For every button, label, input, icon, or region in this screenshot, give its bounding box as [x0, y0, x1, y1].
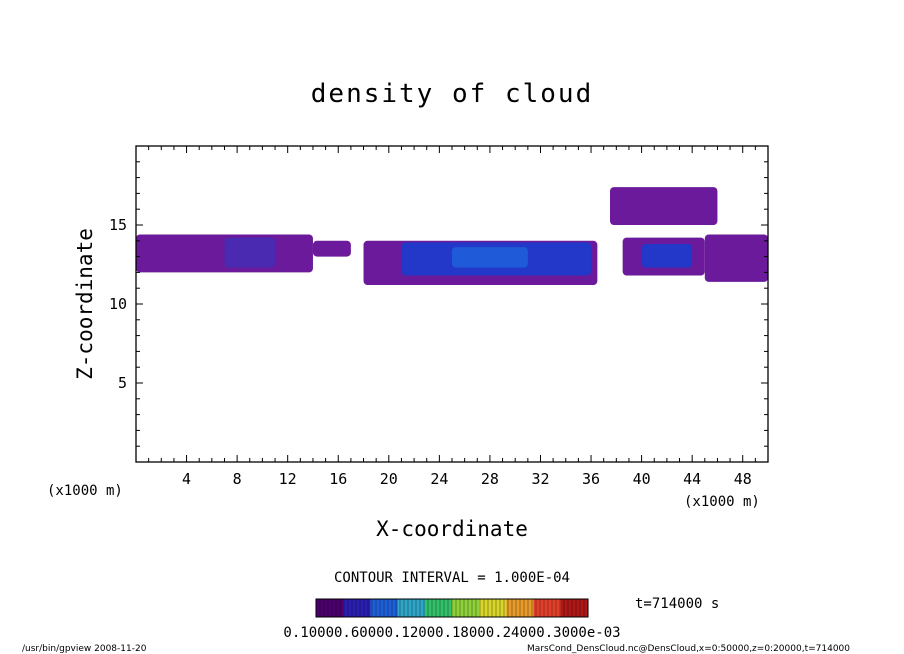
colorbar-segment — [533, 599, 562, 617]
x-unit-right: (x1000 m) — [684, 494, 760, 510]
x-axis-label: X-coordinate — [376, 517, 528, 541]
x-tick-label: 40 — [633, 470, 651, 488]
density-region-1 — [224, 237, 276, 268]
footer-left: /usr/bin/gpview 2008-11-20 — [22, 644, 147, 654]
x-tick-label: 12 — [279, 470, 297, 488]
footer-right: MarsCond_DensCloud.nc@DensCloud,x=0:5000… — [527, 644, 850, 654]
y-tick-label: 15 — [109, 216, 127, 234]
x-tick-label: 8 — [233, 470, 242, 488]
density-region-8 — [641, 243, 693, 268]
colorbar-segment — [479, 599, 507, 617]
colorbar — [315, 598, 589, 618]
density-field — [136, 187, 768, 286]
x-tick-label: 16 — [329, 470, 347, 488]
x-tick-label: 4 — [182, 470, 191, 488]
x-tick-label: 48 — [734, 470, 752, 488]
x-unit-left: (x1000 m) — [47, 483, 123, 499]
x-tick-label: 24 — [430, 470, 448, 488]
x-tick-label: 36 — [582, 470, 600, 488]
y-axis-ticks: 5 10 15 — [109, 161, 768, 447]
colorbar-segment — [316, 599, 344, 617]
density-region-2 — [312, 240, 351, 257]
colorbar-segment — [343, 599, 371, 617]
x-axis-ticks: 4 8 12 16 20 24 28 32 36 40 44 48 — [148, 146, 756, 488]
colorbar-segment — [452, 599, 480, 617]
colorbar-segment — [424, 599, 453, 617]
density-region-5 — [452, 247, 528, 268]
density-region-6 — [610, 187, 718, 225]
y-tick-label: 10 — [109, 295, 127, 313]
y-tick-label: 5 — [118, 374, 127, 392]
x-tick-label: 20 — [380, 470, 398, 488]
contour-interval: CONTOUR INTERVAL = 1.000E-04 — [334, 570, 570, 586]
x-tick-label: 44 — [683, 470, 701, 488]
colorbar-segment — [560, 599, 589, 617]
colorbar-labels: 0.10000.60000.12000.18000.24000.3000e-03 — [283, 625, 620, 641]
colorbar-frame — [315, 598, 589, 618]
x-tick-label: 32 — [531, 470, 549, 488]
time-label: t=714000 s — [635, 596, 719, 612]
chart-title: density of cloud — [311, 79, 593, 109]
colorbar-segment — [397, 599, 426, 617]
x-tick-label: 28 — [481, 470, 499, 488]
density-region-9 — [704, 234, 768, 282]
y-axis-label: Z-coordinate — [73, 228, 97, 380]
